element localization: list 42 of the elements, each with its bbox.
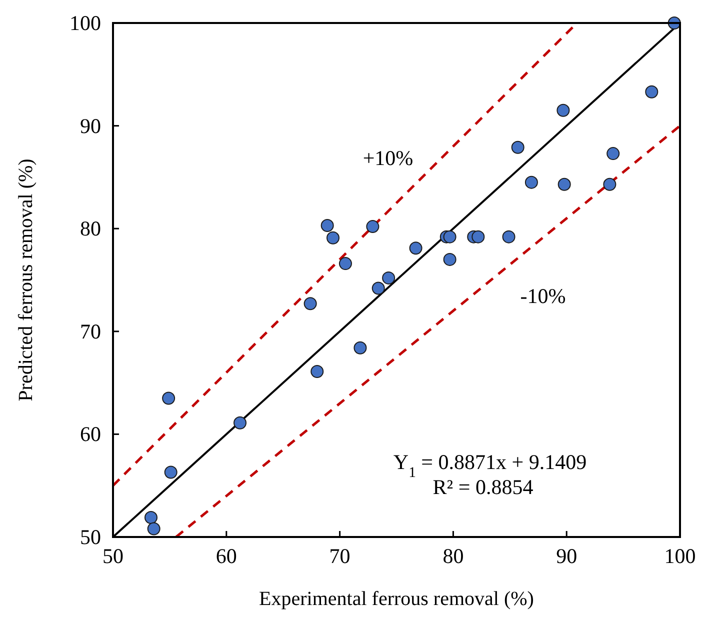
y-tick-label: 50 xyxy=(80,525,101,549)
y-tick-label: 90 xyxy=(80,114,101,138)
x-tick-label: 70 xyxy=(329,544,350,568)
x-tick-label: 90 xyxy=(556,544,578,568)
point xyxy=(645,85,658,98)
x-tick-label: 50 xyxy=(102,544,124,568)
point xyxy=(366,220,380,234)
point xyxy=(443,230,456,244)
point xyxy=(147,522,160,536)
point xyxy=(382,271,396,284)
x-tick-label: 100 xyxy=(664,544,696,568)
point xyxy=(472,230,485,244)
point xyxy=(354,341,367,354)
point xyxy=(320,219,334,232)
point xyxy=(162,392,176,405)
point xyxy=(556,104,570,117)
x-axis-title: Experimental ferrous removal (%) xyxy=(259,588,534,610)
point xyxy=(524,176,538,189)
point xyxy=(234,416,247,430)
point xyxy=(164,466,178,479)
annotation: +10% xyxy=(362,146,414,170)
point xyxy=(304,297,317,310)
point xyxy=(144,510,158,524)
point xyxy=(558,178,571,191)
point xyxy=(338,257,352,270)
x-tick-label: 60 xyxy=(216,544,237,568)
y-tick-label: 60 xyxy=(80,422,101,446)
point xyxy=(606,147,620,160)
x-tick-label: 80 xyxy=(442,544,464,568)
point xyxy=(409,242,422,255)
y-axis-title: Predicted ferrous removal (%) xyxy=(15,158,37,402)
y-tick-label: 70 xyxy=(80,319,101,344)
point xyxy=(511,140,524,154)
annotation: -10% xyxy=(520,284,566,308)
point xyxy=(502,230,516,244)
point xyxy=(326,231,340,244)
point xyxy=(310,364,324,378)
y-tick-label: 80 xyxy=(80,216,101,241)
point xyxy=(603,178,616,191)
y-tick-label: 100 xyxy=(70,11,101,35)
point xyxy=(372,282,385,295)
point xyxy=(443,252,456,266)
